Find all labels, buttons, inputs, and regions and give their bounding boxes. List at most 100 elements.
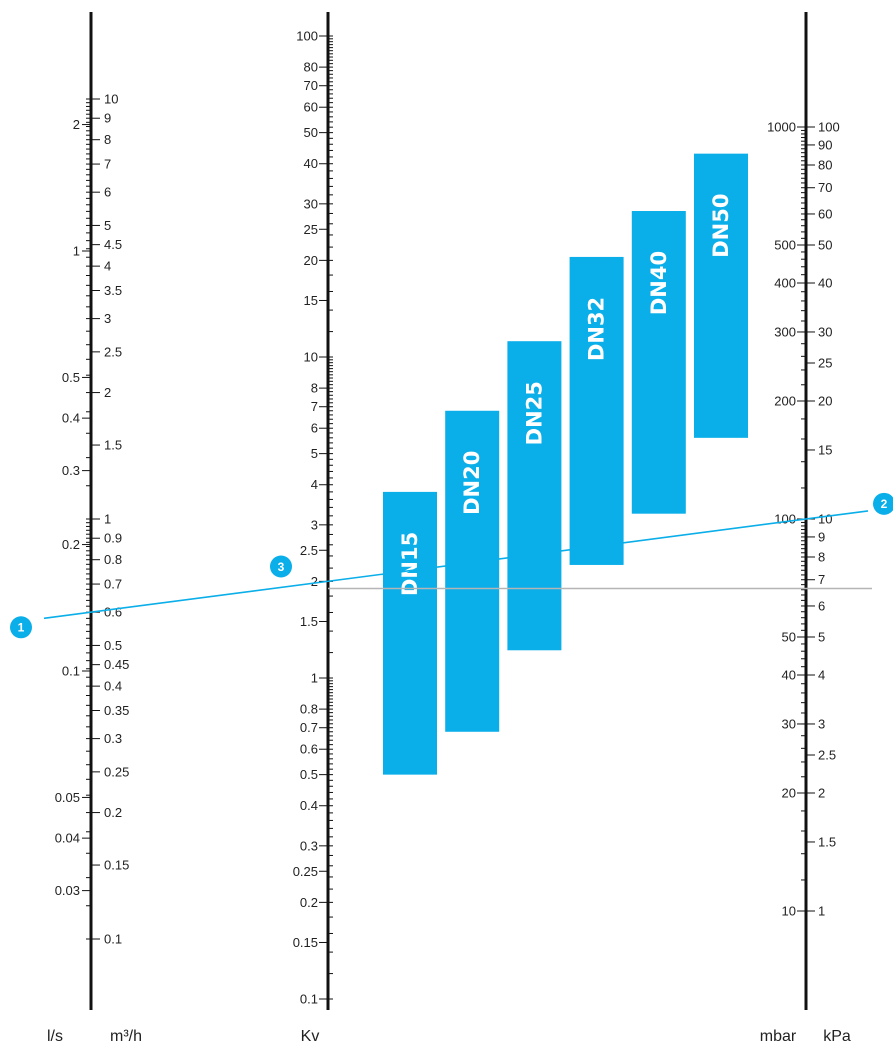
flow_ls-tick-label: 0.4 [62,411,80,426]
flow_ls-tick-label: 0.5 [62,370,80,385]
dp_kpa-tick-label: 5 [818,630,825,645]
dp_mbar-tick-label: 20 [782,785,796,800]
flow_ls-tick-label: 0.04 [55,831,80,846]
kv-tick-label: 6 [311,421,318,436]
kv-tick-label: 0.6 [300,742,318,757]
kv-tick-label: 0.25 [293,864,318,879]
kv-tick-label: 8 [311,381,318,396]
dp_kpa-tick-label: 80 [818,157,832,172]
example-marker-3 [270,555,292,578]
flow_m3h-tick-label: 0.15 [104,858,129,873]
kv-tick-label: 0.5 [300,767,318,782]
valve-range-bar-dn32 [569,256,624,565]
valve-range-label: DN40 [647,251,671,315]
dp_kpa-tick-label: 70 [818,180,832,195]
flow_m3h-tick-label: 0.4 [104,679,122,694]
flow_m3h-tick-label: 0.3 [104,731,122,746]
dp_kpa-tick-label: 4 [818,667,825,682]
dp_mbar-tick-label: 10 [782,904,796,919]
kv-tick-label: 5 [311,446,318,461]
flow_m3h-tick-label: 4 [104,259,111,274]
kv-tick-label: 0.7 [300,720,318,735]
dp_kpa-unit-label: kPa [823,1028,851,1045]
dp_mbar-tick-label: 500 [774,238,796,253]
valve-range-label: DN50 [709,194,733,258]
dp_kpa-tick-label: 2.5 [818,748,836,763]
dp_mbar-tick-label: 400 [774,275,796,290]
kv-tick-label: 1.5 [300,614,318,629]
kv-tick-label: 0.15 [293,935,318,950]
kv-tick-label: 40 [304,156,318,171]
flow_m3h-tick-label: 0.5 [104,638,122,653]
dp_mbar-tick-label: 200 [774,393,796,408]
dp_kpa-tick-label: 10 [818,512,832,527]
flow_ls-tick-label: 0.1 [62,664,80,679]
dp_mbar-tick-label: 50 [782,630,796,645]
dp_kpa-tick-label: 30 [818,324,832,339]
flow_ls-tick-label: 0.3 [62,463,80,478]
flow_m3h-tick-label: 2.5 [104,344,122,359]
flow_m3h-tick-label: 1 [104,512,111,527]
dp_mbar-tick-label: 300 [774,324,796,339]
valve-range-label: DN15 [398,532,422,596]
valve-range-label: DN32 [585,297,609,361]
flow_ls-tick-label: 0.05 [55,790,80,805]
flow_m3h-tick-label: 0.35 [104,703,129,718]
kv-tick-label: 50 [304,125,318,140]
kv-tick-label: 2 [311,574,318,589]
kv-tick-label: 1 [311,671,318,686]
kv-tick-label: 4 [311,477,318,492]
kv-tick-label: 10 [304,350,318,365]
dp_kpa-tick-label: 20 [818,393,832,408]
kv-tick-label: 7 [311,399,318,414]
kv-tick-label: 100 [296,29,318,44]
flow_m3h-tick-label: 1.5 [104,438,122,453]
kv-tick-label: 0.4 [300,798,318,813]
dp_kpa-tick-label: 1 [818,904,825,919]
kv-tick-label: 0.3 [300,838,318,853]
flow_m3h-tick-label: 0.9 [104,531,122,546]
flow_m3h-tick-label: 9 [104,111,111,126]
example-marker-label: 2 [881,497,888,511]
flow_m3h-tick-label: 7 [104,157,111,172]
dp_kpa-tick-label: 8 [818,549,825,564]
flow_m3h-tick-label: 0.6 [104,605,122,620]
flow_m3h-tick-label: 0.7 [104,577,122,592]
dp_kpa-tick-label: 40 [818,275,832,290]
flow_m3h-tick-label: 0.1 [104,932,122,947]
flow_m3h-tick-label: 8 [104,132,111,147]
valve-range-label: DN25 [522,381,546,445]
kv-tick-label: 60 [304,100,318,115]
dp_kpa-tick-label: 15 [818,442,832,457]
flow_m3h-tick-label: 0.45 [104,657,129,672]
kv-tick-label: 0.1 [300,992,318,1007]
dp_mbar-unit-label: mbar [760,1028,797,1045]
kv-tick-label: 15 [304,293,318,308]
flow_m3h-tick-label: 3 [104,311,111,326]
dp_mbar-tick-label: 1000 [767,120,796,135]
flow_m3h-tick-label: 2 [104,385,111,400]
dp_kpa-tick-label: 25 [818,356,832,371]
example-marker-1 [10,616,32,639]
example-construction-line [43,510,869,620]
dp_kpa-tick-label: 90 [818,137,832,152]
kv-tick-label: 80 [304,60,318,75]
flow_m3h-tick-label: 0.8 [104,552,122,567]
kv-tick-label: 20 [304,253,318,268]
flow_ls-tick-label: 2 [73,117,80,132]
valve-range-bar-dn15 [383,491,437,775]
flow_m3h-tick-label: 10 [104,92,118,107]
example-marker-label: 1 [18,621,25,635]
dp_kpa-tick-label: 100 [818,120,840,135]
kv-tick-label: 70 [304,78,318,93]
dp_kpa-tick-label: 1.5 [818,834,836,849]
flow_m3h-tick-label: 4.5 [104,237,122,252]
valve-range-bar-dn40 [631,210,686,514]
example-marker-label: 3 [278,560,285,574]
kv-tick-label: 0.8 [300,702,318,717]
flow_ls-tick-label: 0.2 [62,537,80,552]
dp_kpa-tick-label: 60 [818,206,832,221]
dp_kpa-tick-label: 6 [818,598,825,613]
dp_mbar-tick-label: 30 [782,716,796,731]
